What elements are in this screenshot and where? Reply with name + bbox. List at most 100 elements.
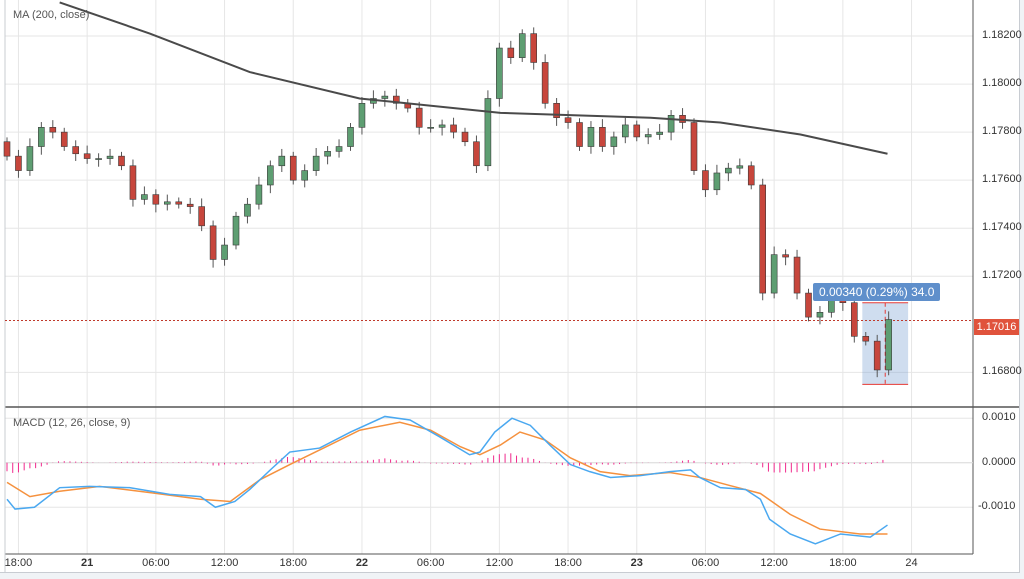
signal-line	[6, 421, 888, 535]
candle-down	[118, 155, 125, 167]
candle-down	[152, 194, 160, 205]
x-tick-label: 12:00	[485, 557, 514, 569]
candle-up	[26, 146, 34, 171]
candle-down	[129, 165, 137, 200]
macd-legend: MACD (12, 26, close, 9)	[13, 417, 131, 429]
candle-up	[381, 95, 389, 99]
candle-down	[850, 302, 858, 337]
measure-tooltip: 0.00340 (0.29%) 34.0	[813, 283, 941, 301]
candle-down	[747, 165, 755, 186]
candle-up	[335, 146, 343, 152]
candle-down	[690, 122, 698, 171]
candle-down	[289, 155, 297, 181]
candle-up	[644, 134, 652, 138]
x-tick-label: 12:00	[760, 557, 788, 569]
candle-up	[312, 155, 320, 171]
candle-down	[530, 33, 538, 63]
candle-down	[186, 203, 194, 207]
candle-up	[438, 124, 446, 128]
candle-down	[564, 117, 572, 123]
candle-up	[713, 172, 721, 191]
x-tick-label: 06:00	[142, 557, 170, 569]
candle-down	[392, 95, 400, 104]
candle-down	[702, 170, 709, 191]
candle-down	[450, 124, 457, 133]
candle-up	[232, 215, 240, 246]
candle-down	[461, 131, 469, 143]
candle-up	[267, 165, 274, 186]
candle-down	[873, 340, 881, 371]
macd-tick-label: -0.0010	[978, 500, 1016, 513]
x-tick-label: 22	[355, 557, 369, 569]
x-tick-label: 23	[630, 557, 643, 569]
candle-up	[484, 98, 492, 167]
candle-up	[95, 158, 102, 160]
measure-box	[862, 302, 909, 385]
candle-up	[496, 47, 503, 99]
candle-up	[518, 33, 526, 58]
macd-tick-label: 0.0000	[982, 455, 1016, 468]
candle-up	[141, 194, 148, 200]
candle-up	[278, 155, 286, 167]
price-tick-label: 1.16800	[982, 365, 1022, 378]
price-tick-label: 1.17800	[982, 125, 1022, 138]
candle-down	[862, 336, 870, 342]
candle-down	[805, 292, 812, 318]
x-tick-label: 18:00	[554, 557, 582, 569]
ma-legend: MA (200, close)	[13, 9, 90, 21]
candle-up	[255, 184, 263, 205]
price-tick-label: 1.17600	[982, 173, 1022, 186]
candle-up	[301, 170, 309, 181]
candle-down	[576, 122, 583, 147]
candle-down	[72, 146, 79, 155]
price-tick-label: 1.17200	[982, 269, 1022, 282]
candle-down	[49, 127, 57, 133]
x-tick-label: 12:00	[210, 557, 239, 569]
x-tick-label: 18:00	[4, 557, 33, 569]
macd-tick-label: 0.0010	[982, 411, 1016, 424]
candle-up	[610, 136, 618, 147]
x-tick-label: 06:00	[416, 557, 445, 569]
candle-up	[770, 254, 778, 294]
candle-up	[656, 131, 663, 135]
candle-down	[793, 256, 801, 294]
x-tick-label: 24	[905, 557, 918, 569]
macd-line	[6, 415, 888, 545]
current-price-tag: 1.17016	[974, 319, 1019, 335]
candle-up	[736, 165, 744, 169]
price-tick-label: 1.18200	[982, 29, 1022, 42]
candle-up	[358, 103, 366, 128]
x-tick-label: 18:00	[829, 557, 857, 569]
ma200-line	[59, 1, 888, 155]
candle-up	[427, 127, 434, 129]
candle-down	[541, 62, 549, 104]
candle-down	[782, 254, 789, 258]
x-tick-label: 21	[81, 557, 94, 569]
candle-down	[209, 225, 217, 260]
candle-up	[347, 127, 354, 147]
x-tick-label: 18:00	[279, 557, 308, 569]
candle-down	[759, 184, 767, 294]
candle-up	[221, 244, 228, 260]
x-tick-label: 06:00	[691, 557, 720, 569]
candle-up	[667, 115, 675, 133]
price-tick-label: 1.17400	[982, 221, 1022, 234]
price-tick-label: 1.18000	[982, 77, 1022, 90]
candle-down	[83, 153, 91, 159]
candle-up	[324, 151, 331, 157]
candle-down	[507, 47, 515, 58]
candle-up	[106, 155, 114, 159]
candle-up	[816, 312, 824, 318]
candle-down	[633, 124, 641, 138]
candle-down	[60, 131, 68, 147]
candle-up	[725, 167, 732, 174]
candle-up	[587, 127, 595, 147]
candle-down	[3, 141, 11, 157]
candle-down	[473, 141, 480, 167]
candle-down	[15, 155, 22, 171]
candle-down	[415, 107, 423, 128]
candle-down	[553, 103, 560, 119]
candle-down	[198, 206, 205, 227]
candle-up	[164, 201, 171, 205]
